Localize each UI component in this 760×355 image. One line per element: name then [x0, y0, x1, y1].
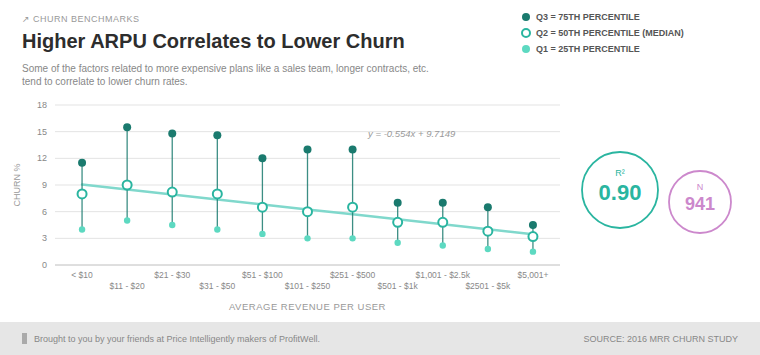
x-tick-label: $11 - $20 [109, 281, 145, 291]
stat-circle [582, 152, 658, 228]
y-tick-label: 9 [42, 180, 47, 190]
point [439, 199, 447, 207]
point [123, 181, 132, 190]
range-line [352, 149, 353, 238]
stat: R² 0.90 [582, 152, 658, 228]
legend: Q3 = 75TH PERCENTILE Q2 = 50TH PERCENTILE… [522, 12, 684, 54]
point [349, 235, 355, 241]
y-tick-label: 18 [37, 100, 47, 110]
point [348, 203, 357, 212]
legend-label: Q2 = 50TH PERCENTILE (MEDIAN) [536, 28, 684, 38]
point [394, 199, 402, 207]
grid-line [55, 131, 560, 132]
subtitle: Some of the factors related to more expe… [22, 63, 429, 87]
point [485, 246, 491, 252]
stat-circle [669, 171, 731, 233]
source-text: SOURCE: 2016 MRR CHURN STUDY [583, 334, 738, 344]
x-tick-label: $21 - $30 [154, 270, 190, 280]
x-tick-label: $2501 - $5k [465, 281, 511, 291]
range-line [126, 127, 127, 220]
footer-icon [22, 333, 27, 344]
title: Higher ARPU Correlates to Lower Churn [22, 30, 405, 52]
point [393, 218, 402, 227]
y-axis-label: CHURN % [12, 163, 22, 206]
point [169, 222, 175, 228]
point [214, 226, 220, 232]
x-axis-line [55, 265, 560, 266]
y-tick-label: 12 [37, 153, 47, 163]
point [530, 248, 536, 254]
point [168, 129, 176, 137]
footer: Brought to you by your friends at Price … [0, 322, 760, 355]
point [528, 232, 537, 241]
point [124, 217, 130, 223]
x-tick-label: $251 - $500 [330, 270, 376, 280]
point [258, 203, 267, 212]
legend-marker [522, 13, 530, 21]
stat-value: 0.90 [599, 180, 642, 205]
footer-text: Brought to you by your friends at Price … [34, 334, 320, 344]
grid-line [55, 105, 560, 106]
grid-line [55, 265, 560, 266]
stat-value: 941 [685, 194, 715, 214]
point [304, 145, 312, 153]
y-tick-label: 3 [42, 233, 47, 243]
x-axis-label: AVERAGE REVENUE PER USER [229, 301, 386, 312]
footer-bar [0, 322, 760, 355]
legend-label: Q1 = 25TH PERCENTILE [536, 44, 640, 54]
x-tick-label: $101 - $250 [285, 281, 331, 291]
point [213, 131, 221, 139]
stat-name: N [697, 182, 704, 192]
legend-marker [522, 45, 530, 53]
point [123, 123, 131, 131]
point [259, 231, 265, 237]
x-tick-label: $501 - $1k [378, 281, 419, 291]
range-line [262, 158, 263, 234]
range-line [172, 133, 173, 225]
point [304, 235, 310, 241]
badge: ↗ CHURN BENCHMARKS [22, 14, 140, 24]
x-tick-label: $51 - $100 [242, 270, 283, 280]
point [394, 240, 400, 246]
point [78, 189, 87, 198]
point [258, 154, 266, 162]
chart: ↗ CHURN BENCHMARKS Higher ARPU Correlates… [0, 0, 760, 355]
x-tick-label: < $10 [71, 270, 93, 280]
y-tick-label: 6 [42, 207, 47, 217]
point [440, 242, 446, 248]
point [213, 189, 222, 198]
x-tick-label: $31 - $50 [199, 281, 235, 291]
y-tick-label: 15 [37, 127, 47, 137]
point [168, 188, 177, 197]
point [78, 159, 86, 167]
stat-name: R² [615, 168, 625, 178]
point [484, 203, 492, 211]
stat: N 941 [669, 171, 731, 233]
point [303, 207, 312, 216]
range-line [217, 135, 218, 229]
point [438, 218, 447, 227]
point [483, 227, 492, 236]
grid [55, 105, 560, 265]
x-tick-label: $5,001+ [517, 270, 548, 280]
point [79, 226, 85, 232]
point [529, 221, 537, 229]
x-tick-label: $1,001 - $2.5k [416, 270, 471, 280]
subtitle-line: Some of the factors related to more expe… [22, 63, 429, 74]
y-tick-label: 0 [42, 260, 47, 270]
legend-label: Q3 = 75TH PERCENTILE [536, 12, 640, 22]
plot-marks [78, 123, 538, 255]
legend-marker [522, 29, 530, 37]
subtitle-line: tend to correlate to lower churn rates. [22, 76, 188, 87]
range-line [307, 149, 308, 238]
annotation: y = -0.554x + 9.7149 [367, 128, 456, 139]
point [349, 145, 357, 153]
